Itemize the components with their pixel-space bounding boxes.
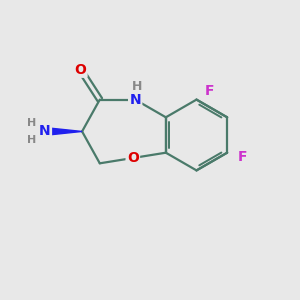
Text: H: H [131,80,142,93]
Text: F: F [205,84,215,98]
Text: O: O [74,62,86,76]
Text: O: O [127,151,139,165]
Text: H: H [27,135,36,145]
Polygon shape [45,128,82,135]
Text: F: F [237,150,247,164]
Text: H: H [27,118,36,128]
Text: N: N [39,124,51,139]
Text: N: N [129,93,141,106]
